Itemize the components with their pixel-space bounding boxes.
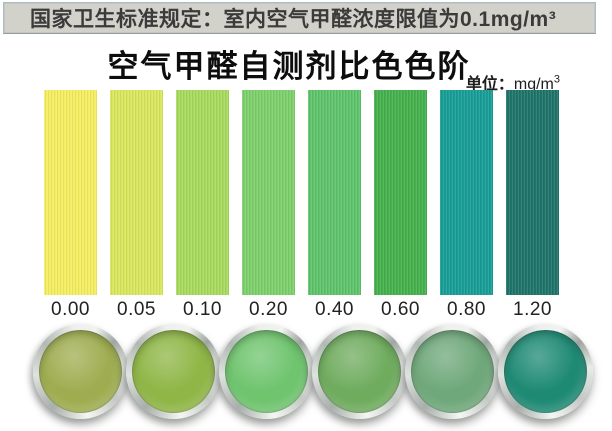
- color-strip-0.60: [374, 90, 427, 295]
- color-strip-0.80: [440, 90, 493, 295]
- scale-value: 0.00: [51, 299, 90, 320]
- cup-liquid: [39, 330, 122, 413]
- standard-banner-text: 国家卫生标准规定：室内空气甲醛浓度限值为0.1mg/m³: [30, 8, 557, 31]
- scale-value: 0.80: [447, 299, 486, 320]
- sample-cups: [33, 324, 593, 419]
- cup-liquid: [504, 330, 587, 413]
- scale-value: 0.20: [249, 299, 288, 320]
- scale-value: 1.20: [513, 299, 552, 320]
- color-strip-0.00: [44, 90, 97, 295]
- color-scale: [44, 90, 559, 295]
- sample-cup-6: [498, 324, 593, 419]
- scale-values: 0.00 0.05 0.10 0.20 0.40 0.60 0.80 1.20: [44, 299, 559, 321]
- cup-liquid: [225, 330, 308, 413]
- cup-liquid: [411, 330, 494, 413]
- sample-cup-3: [219, 324, 314, 419]
- scale-value: 0.05: [117, 299, 156, 320]
- color-strip-0.05: [110, 90, 163, 295]
- sample-cup-5: [405, 324, 500, 419]
- color-strip-0.20: [242, 90, 295, 295]
- cup-liquid: [132, 330, 215, 413]
- unit-prefix: 单位：: [465, 76, 514, 93]
- page-title: 空气甲醛自测剂比色色阶: [107, 49, 471, 84]
- cup-liquid: [318, 330, 401, 413]
- unit-superscript: 3: [553, 73, 560, 86]
- color-strip-1.20: [506, 90, 559, 295]
- color-strip-0.40: [308, 90, 361, 295]
- standard-banner: 国家卫生标准规定：室内空气甲醛浓度限值为0.1mg/m³: [3, 2, 596, 34]
- scale-value: 0.60: [381, 299, 420, 320]
- scale-value: 0.40: [315, 299, 354, 320]
- unit-label: 单位：mg/m3: [466, 70, 560, 94]
- sample-cup-2: [126, 324, 221, 419]
- sample-cup-1: [33, 324, 128, 419]
- color-strip-0.10: [176, 90, 229, 295]
- unit-value: mg/m: [513, 76, 554, 93]
- sample-cup-4: [312, 324, 407, 419]
- scale-value: 0.10: [183, 299, 222, 320]
